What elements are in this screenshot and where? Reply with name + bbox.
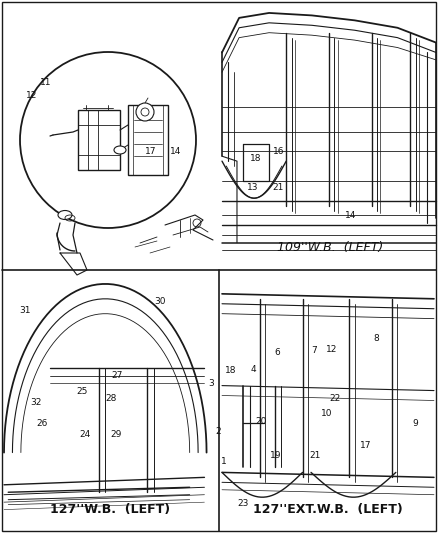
Text: 20: 20 [255, 417, 266, 425]
Text: 18: 18 [225, 366, 237, 375]
Text: 16: 16 [273, 148, 285, 156]
Text: 1: 1 [220, 457, 226, 465]
Text: 31: 31 [20, 306, 31, 315]
Text: 14: 14 [345, 212, 356, 220]
Text: 30: 30 [154, 297, 166, 305]
Ellipse shape [58, 211, 72, 220]
Text: 4: 4 [251, 365, 256, 374]
Text: 14: 14 [170, 148, 182, 156]
Text: 12: 12 [326, 345, 338, 353]
Text: 127''W.B.  (LEFT): 127''W.B. (LEFT) [50, 504, 170, 516]
Circle shape [136, 103, 154, 121]
Text: 21: 21 [310, 451, 321, 460]
Text: 18: 18 [250, 155, 261, 163]
Text: 19: 19 [270, 451, 282, 460]
Text: 10: 10 [321, 409, 332, 417]
Text: 6: 6 [274, 349, 280, 357]
Text: 109''W.B.  (LEFT): 109''W.B. (LEFT) [277, 241, 383, 254]
Bar [78, 110, 120, 170]
Text: 8: 8 [373, 334, 379, 343]
Text: 17: 17 [145, 148, 157, 156]
Text: 9: 9 [412, 419, 418, 428]
Text: 28: 28 [105, 394, 117, 403]
Text: 12: 12 [26, 92, 37, 100]
Text: 23: 23 [237, 499, 249, 508]
Text: 29: 29 [110, 430, 122, 439]
Text: 22: 22 [329, 394, 341, 403]
Text: 25: 25 [77, 387, 88, 396]
Text: 32: 32 [31, 398, 42, 407]
Ellipse shape [114, 146, 126, 154]
Circle shape [20, 52, 196, 228]
Text: 17: 17 [360, 441, 371, 449]
Bar [128, 105, 168, 175]
Text: 3: 3 [208, 379, 215, 388]
Text: 2: 2 [215, 427, 220, 436]
Text: 11: 11 [40, 78, 52, 87]
Text: 26: 26 [36, 419, 47, 428]
Text: 13: 13 [247, 183, 259, 192]
Text: 24: 24 [80, 430, 91, 439]
Text: 27: 27 [112, 372, 123, 380]
Text: 21: 21 [272, 183, 284, 192]
Text: 127''EXT.W.B.  (LEFT): 127''EXT.W.B. (LEFT) [253, 504, 403, 516]
Text: 7: 7 [311, 346, 318, 355]
